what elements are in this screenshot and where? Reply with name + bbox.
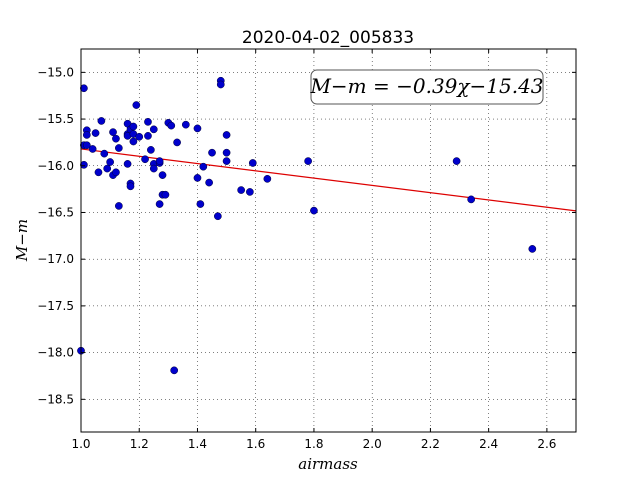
y-tick-label: −18.0 <box>37 346 74 360</box>
x-tick-label: 2.4 <box>479 437 498 451</box>
data-point <box>97 117 106 125</box>
y-tick-label: −18.5 <box>37 392 74 406</box>
fit-equation: M−m = −0.39χ−15.43 <box>309 74 543 98</box>
data-point <box>173 138 181 147</box>
data-point <box>467 195 476 204</box>
y-tick-label: −16.0 <box>37 159 74 173</box>
data-point <box>246 188 254 196</box>
data-point <box>129 122 138 131</box>
x-tick-label: 2.0 <box>363 437 382 451</box>
data-point <box>310 206 318 215</box>
data-point <box>123 160 132 168</box>
data-point <box>82 131 91 139</box>
y-tick-label: −17.0 <box>37 252 74 266</box>
data-point <box>112 134 120 143</box>
data-point <box>144 118 152 126</box>
chart-title: 2020-04-02_005833 <box>242 28 414 48</box>
x-axis-label: airmass <box>298 455 358 473</box>
annotation-frame <box>310 69 544 105</box>
data-point <box>161 190 170 199</box>
data-point <box>181 120 190 129</box>
data-point <box>199 162 208 171</box>
data-point <box>193 174 202 182</box>
data-point <box>80 160 88 169</box>
data-point <box>149 125 158 134</box>
data-point <box>193 124 202 133</box>
data-point <box>214 212 222 221</box>
data-point <box>248 159 257 167</box>
data-point <box>208 148 216 157</box>
data-point <box>135 132 144 141</box>
data-point <box>205 178 213 187</box>
data-point <box>94 168 103 177</box>
data-point <box>170 366 179 375</box>
data-point <box>216 80 225 89</box>
data-point <box>141 155 149 164</box>
fit-line <box>80 148 577 212</box>
fit-line-group <box>80 148 577 212</box>
data-point <box>222 157 231 165</box>
data-point <box>82 141 91 150</box>
y-tick-label: −16.5 <box>37 205 74 219</box>
data-point <box>112 168 120 177</box>
data-point <box>196 200 205 208</box>
data-point <box>528 245 537 253</box>
axis-ticks: 1.0 1.2 1.4 1.6 1.8 2.0 2.2 2.4 2.6 −15.0 −15.5 −16… <box>37 49 576 451</box>
data-point <box>80 84 88 93</box>
data-point <box>222 131 231 139</box>
x-tick-label: 1.8 <box>304 437 323 451</box>
data-point <box>109 128 117 136</box>
y-tick-label: −15.0 <box>37 65 74 79</box>
data-point <box>129 137 138 146</box>
y-tick-label: −17.5 <box>37 299 74 313</box>
x-tick-label: 2.2 <box>421 437 440 451</box>
data-point <box>103 164 112 173</box>
data-point <box>100 149 109 158</box>
data-point <box>106 158 114 166</box>
plot-area <box>81 49 576 432</box>
data-point <box>115 144 123 152</box>
x-tick-label: 1.6 <box>246 437 265 451</box>
x-tick-label: 2.6 <box>537 437 556 451</box>
data-point <box>452 157 461 165</box>
data-point <box>304 157 312 165</box>
x-tick-label: 1.0 <box>71 437 90 451</box>
data-point <box>155 200 164 208</box>
data-point <box>91 129 100 137</box>
data-point <box>144 132 152 140</box>
plot-frame <box>80 48 577 433</box>
data-point <box>158 171 167 179</box>
y-axis-label: M−m <box>13 219 31 262</box>
y-tick-label: −15.5 <box>37 112 74 126</box>
data-point <box>237 186 245 194</box>
x-tick-label: 1.4 <box>188 437 207 451</box>
data-point <box>263 174 272 183</box>
x-tick-label: 1.2 <box>130 437 149 451</box>
data-point <box>88 145 97 153</box>
data-point <box>167 121 176 130</box>
annotation-box: M−m = −0.39χ−15.43 <box>309 69 544 105</box>
data-point <box>147 146 155 154</box>
data-point <box>126 182 135 191</box>
data-point <box>149 164 158 173</box>
data-point <box>132 101 141 109</box>
data-point <box>115 202 123 210</box>
data-point <box>155 157 164 165</box>
data-point <box>222 148 231 157</box>
